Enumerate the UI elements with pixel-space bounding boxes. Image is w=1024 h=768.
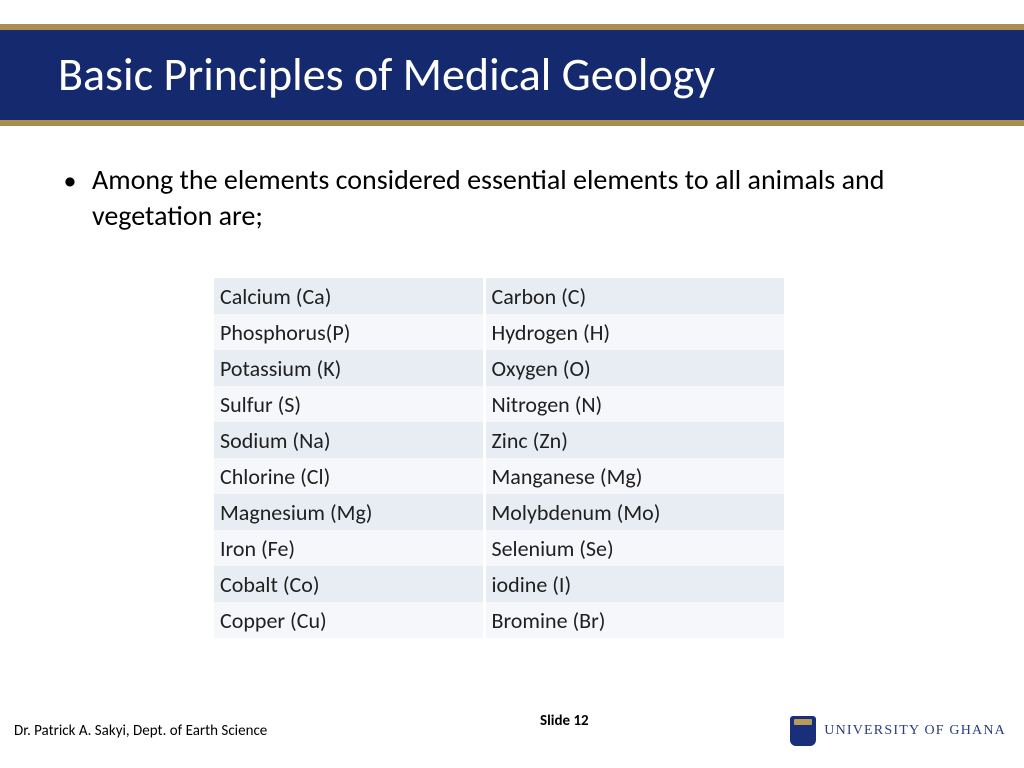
footer-author: Dr. Patrick A. Sakyi, Dept. of Earth Sci… [14,722,267,740]
slide-title: Basic Principles of Medical Geology [0,30,1024,120]
table-cell: Sulfur (S) [214,386,484,422]
table-row: Copper (Cu) Bromine (Br) [214,602,784,638]
table-cell: Zinc (Zn) [484,422,784,458]
table-row: Chlorine (Cl) Manganese (Mg) [214,458,784,494]
footer: Dr. Patrick A. Sakyi, Dept. of Earth Sci… [0,702,1024,746]
title-band: Basic Principles of Medical Geology [0,24,1024,126]
table-cell: Nitrogen (N) [484,386,784,422]
table-cell: Oxygen (O) [484,350,784,386]
table-cell: Potassium (K) [214,350,484,386]
body-content: • Among the elements considered essentia… [48,162,976,234]
table-cell: Molybdenum (Mo) [484,494,784,530]
slide-number: Slide 12 [540,712,589,730]
table-row: Cobalt (Co) iodine (I) [214,566,784,602]
table-cell: Iron (Fe) [214,530,484,566]
slide: Basic Principles of Medical Geology • Am… [0,0,1024,768]
table-cell: Sodium (Na) [214,422,484,458]
table-cell: Magnesium (Mg) [214,494,484,530]
table-row: Calcium (Ca) Carbon (C) [214,278,784,314]
table-cell: Chlorine (Cl) [214,458,484,494]
table-cell: Hydrogen (H) [484,314,784,350]
table-cell: Phosphorus(P) [214,314,484,350]
table-row: Sodium (Na) Zinc (Zn) [214,422,784,458]
bullet-text: Among the elements considered essential … [92,162,976,234]
table-cell: Selenium (Se) [484,530,784,566]
table-cell: Manganese (Mg) [484,458,784,494]
table-row: Phosphorus(P) Hydrogen (H) [214,314,784,350]
table-row: Sulfur (S) Nitrogen (N) [214,386,784,422]
crest-icon [790,716,816,746]
table-cell: iodine (I) [484,566,784,602]
table-cell: Cobalt (Co) [214,566,484,602]
table-cell: Bromine (Br) [484,602,784,638]
table-row: Magnesium (Mg) Molybdenum (Mo) [214,494,784,530]
table-row: Iron (Fe) Selenium (Se) [214,530,784,566]
bullet-item: • Among the elements considered essentia… [48,162,976,234]
university-name: UNIVERSITY OF GHANA [824,723,1006,739]
bullet-marker: • [48,162,92,234]
table-cell: Copper (Cu) [214,602,484,638]
elements-table: Calcium (Ca) Carbon (C) Phosphorus(P) Hy… [214,278,784,638]
table-row: Potassium (K) Oxygen (O) [214,350,784,386]
table-cell: Calcium (Ca) [214,278,484,314]
table-cell: Carbon (C) [484,278,784,314]
university-logo: UNIVERSITY OF GHANA [790,716,1006,746]
